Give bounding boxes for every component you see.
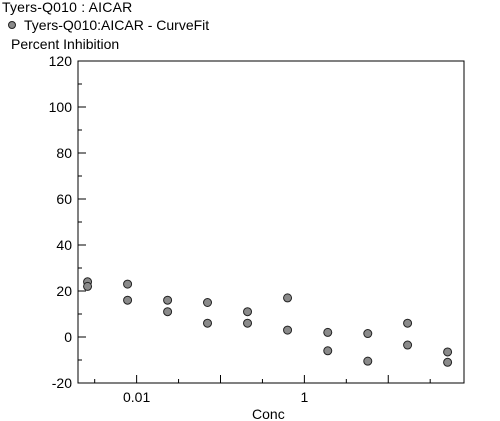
data-point [403,318,413,328]
legend: Tyers-Q010:AICAR - CurveFit [8,17,209,33]
data-point [403,340,413,350]
x-tick-label: 0.01 [123,389,150,405]
y-axis-title: Percent Inhibition [11,36,120,52]
data-point [283,293,293,303]
y-tick-label: -20 [52,375,72,391]
data-point [443,357,453,367]
chart-title: Tyers-Q010 : AICAR [2,0,133,15]
x-axis-title: Conc [252,406,285,421]
data-point [363,329,373,339]
data-point [443,347,453,357]
data-point [243,318,253,328]
y-tick-label: 120 [49,53,73,69]
data-point [123,295,133,305]
legend-series-label: Tyers-Q010:AICAR - CurveFit [24,17,210,33]
plot-frame [77,60,465,384]
data-point [323,346,333,356]
data-point [123,279,133,289]
y-tick-label: 40 [56,237,72,253]
y-tick-label: 60 [56,191,72,207]
y-tick-label: 20 [56,283,72,299]
data-point [283,325,293,335]
legend-marker-icon [8,21,16,29]
data-point [363,356,373,366]
data-point [243,307,253,317]
data-point [203,318,213,328]
data-point [163,295,173,305]
data-point [323,327,333,337]
y-tick-label: 0 [64,329,72,345]
y-axis: -20 0 20 40 60 80 100 120 [49,53,86,391]
data-points [83,277,453,367]
data-point [163,307,173,317]
y-tick-label: 100 [49,99,73,115]
data-point [83,281,93,291]
x-tick-label: 1 [300,389,308,405]
y-tick-label: 80 [56,145,72,161]
x-axis: 0.01 1 [94,375,431,405]
data-point [203,298,213,307]
